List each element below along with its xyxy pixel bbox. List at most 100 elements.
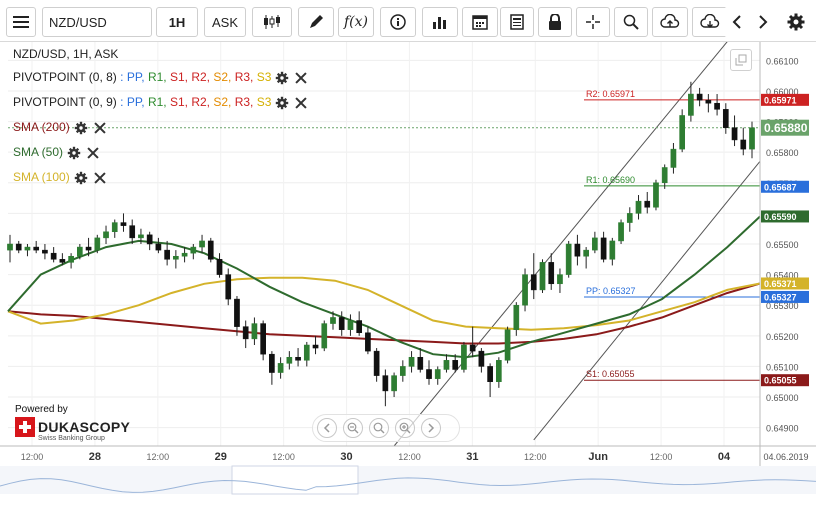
zoom-button[interactable] [614,7,648,37]
upload-button[interactable] [652,7,688,37]
lock-button[interactable] [538,7,572,37]
indicator-component: R2, [191,70,214,84]
zoom-in-button[interactable] [395,418,415,438]
candle [548,262,555,285]
indicator-component: PP, [126,95,148,109]
close-icon[interactable] [295,72,307,84]
chart-type-button[interactable] [252,7,292,37]
indicator-name: SMA (100) [13,170,70,184]
candle [434,369,441,379]
calendar-button[interactable] [462,7,498,37]
navigator-background [0,466,816,494]
pan-right-button[interactable] [421,418,441,438]
zoom-out-button[interactable] [343,418,363,438]
timeframe-select[interactable]: 1H [156,7,198,37]
candle [42,249,48,254]
candle [426,369,432,379]
x-tick-label: 12:00 [272,452,295,462]
indicator-row[interactable]: SMA (100) [13,169,106,185]
indicator-row[interactable]: SMA (200) [13,119,106,135]
price-tag [761,119,809,136]
brand-subtitle: Swiss Banking Group [38,435,105,442]
close-icon[interactable] [94,172,106,184]
candle [539,262,546,291]
candle [600,237,607,260]
candle [696,93,703,101]
candle [452,360,459,370]
price-chart[interactable]: R2: 0.65971 R1: 0.65690 PP: 0.65327 S1: 0.6… [0,42,816,514]
candle [565,243,572,275]
indicator-row[interactable]: PIVOTPOINT (0, 8) : PP, R1, S1, R2, S2, … [13,69,307,85]
settings-button[interactable] [782,7,810,37]
x-tick-label: 12:00 [524,452,547,462]
candle [365,332,371,352]
gear-icon[interactable] [67,146,81,160]
cloud-upload-icon [660,14,680,28]
candle [347,320,354,330]
candle [216,259,223,275]
candle [644,200,651,208]
expand-button[interactable] [730,49,752,71]
y-tick-label: 0.65800 [766,148,799,158]
price-tag-label: 0.65590 [764,212,797,222]
gear-icon[interactable] [275,96,289,110]
pan-left-button[interactable] [317,418,337,438]
y-tick-label: 0.65200 [766,332,799,342]
candle [260,323,266,355]
candle [251,323,258,340]
function-icon: f(x) [343,14,368,30]
timeframe-label: 1H [168,14,186,30]
volume-button[interactable] [422,7,458,37]
indicator-component: R3, [234,70,257,84]
indicator-separator: : [116,95,127,109]
gear-icon[interactable] [74,121,88,135]
candle [731,127,738,141]
indicator-component: S3 [256,70,272,84]
indicator-name: PIVOTPOINT (0, 9) [13,95,117,109]
price-tag [761,290,809,303]
side-label: ASK [211,14,238,30]
x-tick-label: Jun [588,451,608,463]
gear-icon[interactable] [74,171,88,185]
indicator-row[interactable]: SMA (50) [13,144,99,160]
price-tag-label: 0.65687 [764,182,797,192]
close-icon[interactable] [295,97,307,109]
gear-icon[interactable] [275,71,289,85]
y-tick-label: 0.65100 [766,362,799,372]
scroll-left-button[interactable] [724,7,750,37]
candle [199,240,205,248]
side-select[interactable]: ASK [204,7,246,37]
chart-area[interactable]: R2: 0.65971 R1: 0.65690 PP: 0.65327 S1: 0.6… [0,42,816,514]
download-button[interactable] [692,7,728,37]
info-button[interactable] [380,7,416,37]
indicators-button[interactable]: f(x) [338,7,374,37]
toolbar: NZD/USD 1H ASK f(x) [0,0,816,42]
candle [338,317,345,330]
crosshair-button[interactable] [576,7,610,37]
candle [94,237,101,251]
navigator-window [231,465,359,495]
expand-icon [735,54,747,66]
close-icon[interactable] [87,147,99,159]
indicator-component: R1, [147,95,170,109]
candle [269,353,275,373]
template-button[interactable] [500,7,534,37]
candle [461,344,467,370]
powered-by-logo: Powered by DUKASCOPY Swiss Banking Group [15,404,145,442]
zoom-out-icon [347,422,359,434]
scroll-right-button[interactable] [750,7,776,37]
reset-zoom-button[interactable] [369,418,389,438]
menu-button[interactable] [6,7,36,37]
indicator-row[interactable]: PIVOTPOINT (0, 9) : PP, R1, S1, R2, S2, … [13,94,307,110]
close-icon[interactable] [94,122,106,134]
candle [626,213,633,223]
instrument-select[interactable]: NZD/USD [42,7,152,37]
candle [522,274,528,306]
chart-title: NZD/USD, 1H, ASK [13,47,119,61]
candle [277,363,284,373]
drawing-tool-button[interactable] [298,7,334,37]
indicator-component: R1, [147,70,170,84]
price-tag-label: 0.65371 [764,279,797,289]
price-tag [761,374,809,387]
gear-icon [787,13,805,31]
